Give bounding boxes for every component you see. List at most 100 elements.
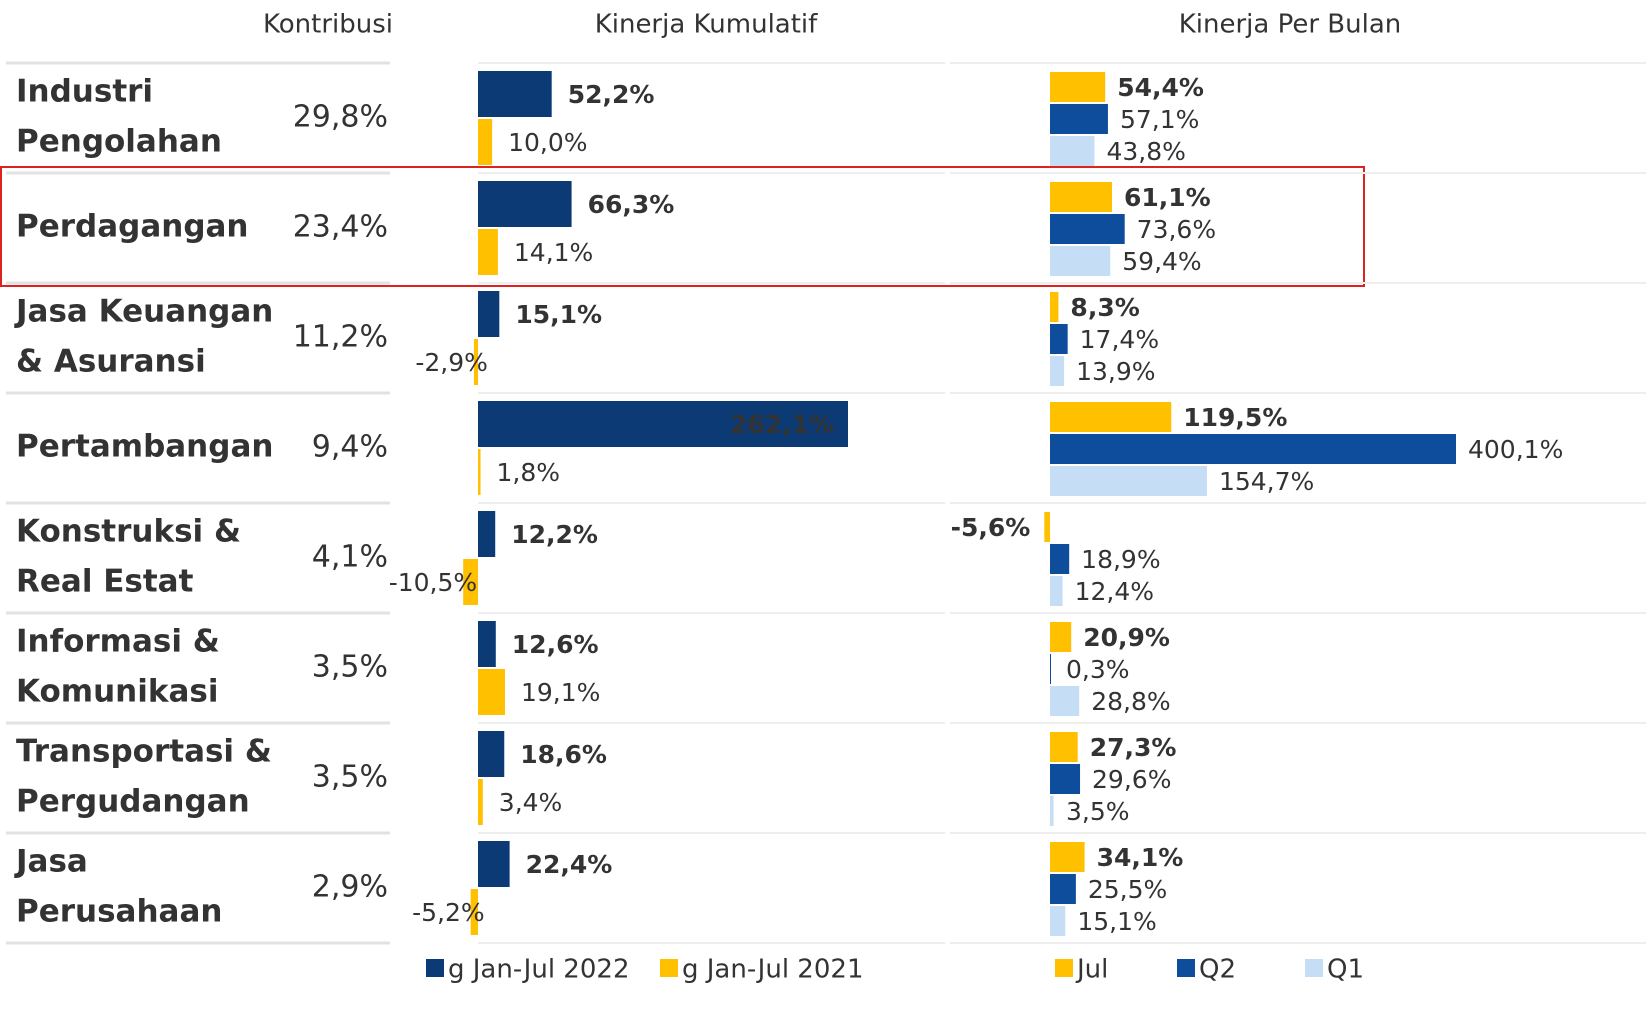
bar	[478, 669, 505, 715]
bar	[1044, 512, 1050, 542]
value-label: -5,6%	[951, 513, 1031, 542]
value-label: 54,4%	[1117, 73, 1204, 102]
value-label: 8,3%	[1070, 293, 1139, 322]
bar	[1050, 576, 1063, 606]
legend-label: Q2	[1199, 955, 1236, 985]
header: Kinerja Per Bulan	[1179, 10, 1402, 40]
bar	[478, 71, 552, 117]
value-label: 43,8%	[1106, 137, 1185, 166]
bar	[478, 779, 483, 825]
value-label: 10,0%	[508, 128, 587, 157]
value-label: 3,4%	[499, 788, 563, 817]
sector-name: Jasa Keuangan	[14, 294, 273, 330]
bar	[463, 559, 478, 605]
legend-label: g Jan-Jul 2021	[682, 955, 863, 985]
bar	[1050, 764, 1081, 794]
bar	[478, 229, 498, 275]
value-label: -5,2%	[412, 898, 485, 927]
value-label: 57,1%	[1120, 105, 1199, 134]
value-label: 12,4%	[1075, 577, 1154, 606]
value-label: 17,4%	[1080, 325, 1159, 354]
bar	[1050, 434, 1456, 464]
bar	[478, 291, 500, 337]
value-label: 20,9%	[1083, 623, 1170, 652]
bar	[1050, 622, 1072, 652]
contribution: 3,5%	[312, 650, 388, 685]
contribution: 9,4%	[312, 430, 388, 465]
sector-name: Pertambangan	[16, 429, 273, 465]
header: Kinerja Kumulatif	[595, 10, 818, 40]
contribution: 3,5%	[312, 760, 388, 795]
sector-name: Informasi &	[16, 624, 220, 660]
bar	[478, 511, 496, 557]
contribution: 23,4%	[293, 210, 388, 245]
value-label: 28,8%	[1091, 687, 1170, 716]
value-label: 154,7%	[1219, 467, 1314, 496]
bar	[1050, 246, 1111, 276]
value-label: -2,9%	[415, 348, 488, 377]
bar	[1050, 72, 1106, 102]
value-label: 119,5%	[1183, 403, 1287, 432]
value-label: 18,6%	[520, 740, 607, 769]
sector-name: Perusahaan	[16, 894, 222, 930]
bar	[1050, 104, 1108, 134]
legend-swatch	[426, 959, 444, 977]
bar	[1050, 324, 1068, 354]
value-label: 25,5%	[1088, 875, 1167, 904]
value-label: 52,2%	[568, 80, 655, 109]
header: Kontribusi	[263, 10, 393, 40]
bar	[478, 401, 848, 447]
value-label: 1,8%	[497, 458, 561, 487]
bar	[470, 889, 478, 935]
bar	[478, 181, 572, 227]
bar	[1050, 874, 1076, 904]
contribution: 11,2%	[293, 320, 388, 355]
sector-name: Pergudangan	[16, 784, 250, 820]
value-label: 59,4%	[1122, 247, 1201, 276]
value-label: -10,5%	[389, 568, 477, 597]
highlight-box	[0, 166, 1365, 287]
value-label: 12,2%	[511, 520, 598, 549]
value-label: 34,1%	[1097, 843, 1184, 872]
bar	[1050, 402, 1172, 432]
legend-swatch	[1177, 959, 1195, 977]
sector-name: Transportasi &	[16, 734, 272, 770]
bar	[1050, 654, 1051, 684]
value-label: 15,1%	[1077, 907, 1156, 936]
bar	[1050, 796, 1054, 826]
legend-label: Jul	[1075, 955, 1108, 985]
value-label: 27,3%	[1090, 733, 1177, 762]
legend-swatch	[660, 959, 678, 977]
sector-name: Industri	[16, 74, 153, 110]
sector-name: Real Estat	[16, 564, 194, 600]
value-label: 15,1%	[515, 300, 602, 329]
bar	[1050, 182, 1113, 212]
bar	[1050, 136, 1095, 166]
value-label: 22,4%	[526, 850, 613, 879]
value-label: 66,3%	[588, 190, 675, 219]
bar	[1050, 842, 1085, 872]
value-label: 262,1%	[730, 410, 834, 439]
legend-label: g Jan-Jul 2022	[448, 955, 629, 985]
value-label: 3,5%	[1066, 797, 1130, 826]
bar	[478, 621, 496, 667]
value-label: 29,6%	[1092, 765, 1171, 794]
value-label: 14,1%	[514, 238, 593, 267]
value-label: 61,1%	[1124, 183, 1211, 212]
bar	[1050, 686, 1080, 716]
bar	[1050, 356, 1065, 386]
value-label: 13,9%	[1076, 357, 1155, 386]
bar	[1050, 292, 1059, 322]
value-label: 19,1%	[521, 678, 600, 707]
bar	[478, 841, 510, 887]
bar	[478, 449, 481, 495]
bar	[1050, 732, 1078, 762]
sector-name: Jasa	[14, 844, 88, 880]
bar	[478, 731, 505, 777]
bar	[1050, 906, 1066, 936]
value-label: 18,9%	[1081, 545, 1160, 574]
value-label: 73,6%	[1137, 215, 1216, 244]
sector-name: & Asuransi	[16, 344, 206, 380]
legend-swatch	[1305, 959, 1323, 977]
